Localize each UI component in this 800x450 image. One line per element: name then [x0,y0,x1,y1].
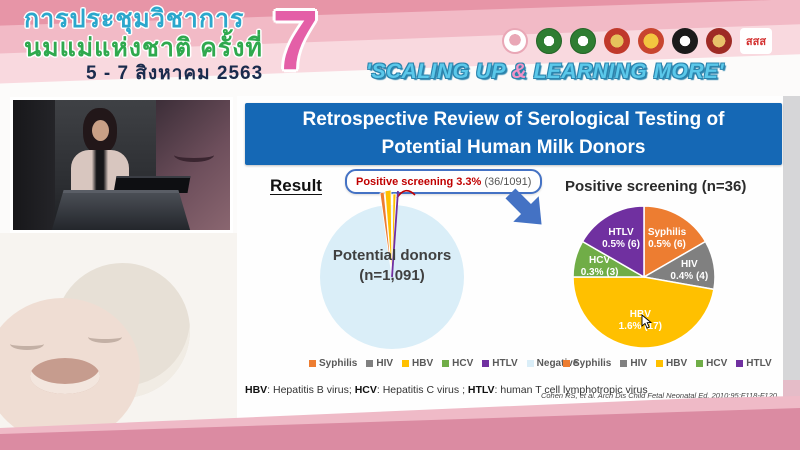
sponsor-logos-row: สสส [502,28,772,54]
tagline-part2: LEARNING MORE' [527,60,725,83]
green-seal-logo-1 [536,28,562,54]
legend-item: HBV [402,358,433,369]
stage-curtain [13,100,55,230]
slide: Retrospective Review of Serological Test… [237,96,783,430]
mouse-cursor-icon [641,314,653,329]
conference-tagline: 'SCALING UP & LEARNING MORE' [366,60,798,84]
conference-date: 5 - 7 สิงหาคม 2563 [86,62,264,84]
speaker-video [13,100,230,230]
footnote-desc: : Hepatitis B virus; [267,384,355,396]
projected-baby-face [174,148,214,162]
positive-screening-legend: Syphilis HIV HBV HCV HTLV [563,358,772,369]
pie-slice-hbv [572,276,715,349]
donors-pie-center-label: Potential donors (n=1,091) [312,246,472,285]
legend-swatch-negative [526,360,534,367]
slide-title: Retrospective Review of Serological Test… [245,103,782,165]
positive-screening-title: Positive screening (n=36) [565,178,747,195]
presenter-face [92,120,109,141]
right-edge-strip [783,96,800,380]
legend-item: HIV [620,358,647,369]
legend-item: HIV [366,358,393,369]
result-label: Result [270,176,322,195]
donors-pie-chart [320,189,464,349]
center-label-line2: (n=1,091) [359,266,425,284]
green-seal-logo-2 [570,28,596,54]
arrow-icon [505,188,542,225]
pie-sliver-hbv [384,189,393,278]
podium [51,190,191,230]
baby-eye-right [88,331,122,343]
pie-sliver-htlv [391,190,399,278]
legend-label: Syphilis [319,358,358,369]
pie-slice-syphilis [643,205,707,279]
pie-slice-label-hbv: HBV 1.6% (17) [619,309,662,332]
legend-label: HIV [630,358,648,369]
baby-background-photo [0,233,237,450]
legend-swatch-htlv [736,360,744,367]
conference-title-block: การประชุมวิชาการ นมแม่แห่งชาติ ครั้งที่ … [24,6,263,83]
legend-label: HTLV [746,358,772,369]
conference-title-line2: นมแม่แห่งชาติ ครั้งที่ [24,34,263,63]
abbreviations-footnote: HBV: Hepatitis B virus; HCV: Hepatitis C… [245,384,648,396]
tagline-ampersand: & [511,60,528,83]
footnote-term: HCV [354,384,377,396]
legend-item: HTLV [736,358,772,369]
baby-smile [30,358,100,394]
thai-health-sss-logo: สสส [740,28,772,54]
legend-item: Negative [526,358,579,369]
speaker-video-frame [10,97,233,233]
legend-swatch-syphilis [563,360,570,367]
reference-citation: Cohen RS, et al. Arch Dis Child Fetal Ne… [540,391,779,400]
legend-item: Syphilis [563,358,611,369]
legend-label: HCV [706,358,728,369]
legend-item: HTLV [482,358,518,369]
black-round-emblem-logo [672,28,698,54]
legend-swatch-htlv [482,360,490,367]
legend-item: HCV [442,358,473,369]
legend-item: HBV [656,358,687,369]
pie-slice-label-htlv: HTLV 0.5% (6) [602,227,640,250]
legend-label: Negative [536,358,579,369]
footnote-term: HBV [245,384,268,396]
legend-swatch-hbv [402,360,410,367]
conference-title-line1: การประชุมวิชาการ [24,5,245,33]
positive-screening-pie-chart: Syphilis 0.5% (6) HIV 0.4% (4) HBV 1.6% (17) H… [572,205,716,349]
pie-slice-label-syphilis: Syphilis 0.5% (6) [648,227,687,250]
legend-label: HTLV [492,358,518,369]
footnote-desc: : human T cell lymphotropic virus [494,384,648,396]
legend-label: HBV [666,358,688,369]
donors-pie-legend: Syphilis HIV HBV HCV HTLV Negative [309,358,578,369]
mother-child-foundation-logo [502,28,528,54]
legend-item: HCV [696,358,727,369]
legend-swatch-hiv [620,360,628,367]
legend-item: Syphilis [309,358,357,369]
legend-label: HIV [376,358,394,369]
legend-label: Syphilis [573,358,612,369]
footnote-desc: : Hepatitis C virus ; [376,384,468,396]
pie-slice-label-hiv: HIV 0.4% (4) [670,259,708,282]
pie-slice-htlv [581,205,645,279]
edition-number: 7 [272,0,319,87]
legend-swatch-hcv [442,360,450,367]
pie-slice-label-hcv: HCV 0.3% (3) [581,255,619,278]
legend-label: HBV [412,358,434,369]
callout-detail: (36/1091) [484,175,532,188]
baby-eye-left [10,338,44,350]
pie-sliver-syphilis [379,191,393,278]
legend-swatch-syphilis [309,360,316,367]
callout-highlight: Positive screening 3.3% [356,175,482,188]
center-label-line1: Potential donors [332,247,452,264]
dark-red-round-emblem-logo [706,28,732,54]
footnote-term: HTLV [467,384,495,396]
red-yellow-emblem-logo [638,28,664,54]
legend-swatch-hcv [696,360,704,367]
legend-label: HCV [452,358,474,369]
positive-screening-callout: Positive screening 3.3% (36/1091) [345,169,543,194]
legend-swatch-hiv [366,360,374,367]
red-gold-emblem-logo [604,28,630,54]
legend-swatch-hbv [656,360,664,367]
tagline-part1: 'SCALING UP [366,60,512,83]
